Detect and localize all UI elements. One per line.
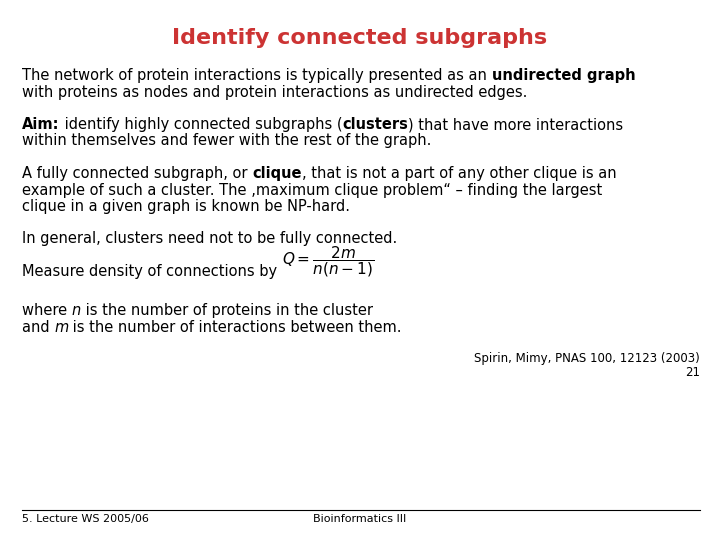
Text: is the number of proteins in the cluster: is the number of proteins in the cluster — [81, 303, 373, 318]
Text: $Q = \dfrac{2m}{n(n-1)}$: $Q = \dfrac{2m}{n(n-1)}$ — [282, 244, 374, 279]
Text: and: and — [22, 320, 54, 334]
Text: clique: clique — [252, 166, 302, 181]
Text: A fully connected subgraph, or: A fully connected subgraph, or — [22, 166, 252, 181]
Text: The network of protein interactions is typically presented as an: The network of protein interactions is t… — [22, 68, 492, 83]
Text: identify highly connected subgraphs (: identify highly connected subgraphs ( — [60, 117, 342, 132]
Text: 21: 21 — [685, 367, 700, 380]
Text: ) that have more interactions: ) that have more interactions — [408, 117, 623, 132]
Text: m: m — [54, 320, 68, 334]
Text: , that is not a part of any other clique is an: , that is not a part of any other clique… — [302, 166, 616, 181]
Text: within themselves and fewer with the rest of the graph.: within themselves and fewer with the res… — [22, 133, 431, 148]
Text: example of such a cluster. The ‚maximum clique problem“ – finding the largest: example of such a cluster. The ‚maximum … — [22, 183, 602, 198]
Text: is the number of interactions between them.: is the number of interactions between th… — [68, 320, 402, 334]
Text: Spirin, Mimy, PNAS 100, 12123 (2003): Spirin, Mimy, PNAS 100, 12123 (2003) — [474, 352, 700, 365]
Text: Measure density of connections by: Measure density of connections by — [22, 264, 277, 279]
Text: In general, clusters need not to be fully connected.: In general, clusters need not to be full… — [22, 232, 397, 246]
Text: with proteins as nodes and protein interactions as undirected edges.: with proteins as nodes and protein inter… — [22, 84, 527, 99]
Text: clusters: clusters — [342, 117, 408, 132]
Text: undirected graph: undirected graph — [492, 68, 635, 83]
Text: where: where — [22, 303, 72, 318]
Text: n: n — [72, 303, 81, 318]
Text: 5. Lecture WS 2005/06: 5. Lecture WS 2005/06 — [22, 514, 149, 524]
Text: Aim:: Aim: — [22, 117, 60, 132]
Text: Measure density of connections by: Measure density of connections by — [22, 264, 277, 279]
Text: clique in a given graph is known be NP-hard.: clique in a given graph is known be NP-h… — [22, 199, 350, 214]
Text: Bioinformatics III: Bioinformatics III — [313, 514, 407, 524]
Text: Identify connected subgraphs: Identify connected subgraphs — [172, 28, 548, 48]
